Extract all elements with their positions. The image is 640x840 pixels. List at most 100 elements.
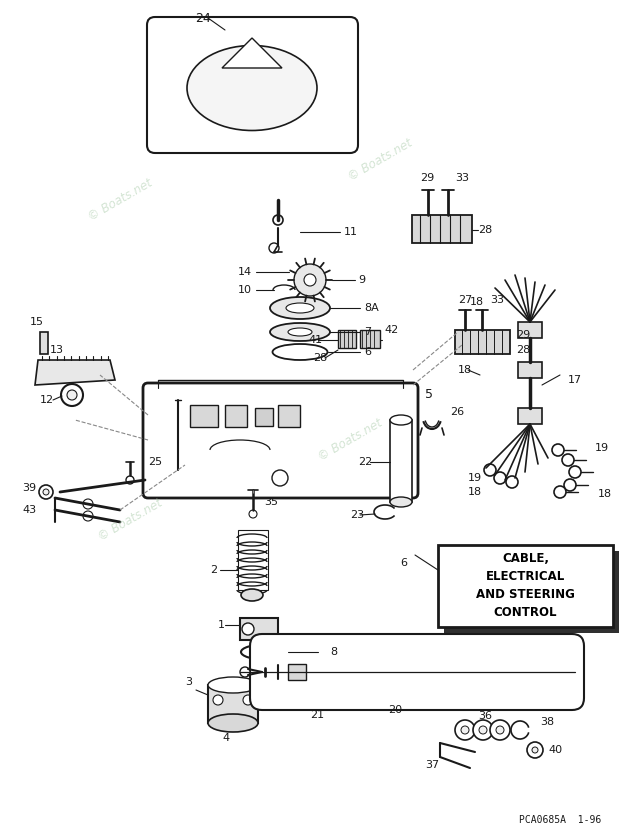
FancyBboxPatch shape [250,634,584,710]
Circle shape [527,742,543,758]
Circle shape [83,511,93,521]
Ellipse shape [208,677,258,693]
Text: 43: 43 [22,505,36,515]
Text: 3: 3 [185,677,192,687]
Circle shape [490,720,510,740]
Circle shape [455,720,475,740]
Text: 18: 18 [458,365,472,375]
Ellipse shape [270,297,330,319]
Ellipse shape [187,45,317,130]
Circle shape [67,390,77,400]
Text: 23: 23 [350,510,364,520]
Circle shape [273,215,283,225]
Circle shape [249,510,257,518]
Text: 28: 28 [516,345,531,355]
Text: 28: 28 [313,353,327,363]
Bar [338,330,356,348]
Text: 19: 19 [468,473,482,483]
Circle shape [242,623,254,635]
Bar [438,545,613,627]
Bar [444,551,619,633]
Text: 24: 24 [195,12,211,24]
Text: 27: 27 [458,295,472,305]
Circle shape [494,472,506,484]
Bar [208,685,258,723]
Bar [40,332,48,354]
FancyBboxPatch shape [143,383,418,498]
Text: © Boats.net: © Boats.net [346,136,414,184]
Circle shape [569,466,581,478]
Circle shape [496,726,504,734]
Ellipse shape [273,344,328,360]
Ellipse shape [208,714,258,732]
Text: 22: 22 [358,457,372,467]
Bar [288,664,306,680]
Text: 20: 20 [388,705,402,715]
Circle shape [532,747,538,753]
Text: © Boats.net: © Boats.net [86,176,154,223]
Text: 26: 26 [450,407,464,417]
Text: 37: 37 [425,760,439,770]
Text: 29: 29 [420,173,435,183]
Circle shape [461,726,469,734]
Text: CONTROL: CONTROL [493,606,557,620]
Text: 38: 38 [540,717,554,727]
Bar [255,408,273,426]
Text: © Boats.net: © Boats.net [95,496,164,543]
Circle shape [473,720,493,740]
Text: 14: 14 [238,267,252,277]
Bar [238,530,268,590]
Text: 5: 5 [425,388,433,402]
Circle shape [269,243,279,253]
Text: 10: 10 [238,285,252,295]
Text: © Boats.net: © Boats.net [316,417,385,464]
Text: 13: 13 [50,345,64,355]
Polygon shape [222,38,282,68]
Circle shape [126,476,134,484]
Text: 36: 36 [478,711,492,721]
Circle shape [506,476,518,488]
Text: 6: 6 [400,558,407,568]
Ellipse shape [241,644,289,659]
Circle shape [213,695,223,705]
Text: 29: 29 [516,330,531,340]
Polygon shape [35,360,115,385]
Circle shape [243,695,253,705]
Bar [240,618,278,640]
Bar [518,408,542,424]
Text: 18: 18 [598,489,612,499]
Circle shape [43,489,49,495]
Text: 8: 8 [330,647,337,657]
Circle shape [294,264,326,296]
Text: 1: 1 [218,620,225,630]
Text: 15: 15 [30,317,44,327]
Text: 7: 7 [364,327,371,337]
Text: 33: 33 [490,295,504,305]
Circle shape [484,464,496,476]
Text: 33: 33 [455,173,469,183]
Text: 25: 25 [148,457,162,467]
Bar [412,215,472,243]
Ellipse shape [270,323,330,341]
Text: 2: 2 [210,565,217,575]
Ellipse shape [241,589,263,601]
Circle shape [304,274,316,286]
Text: 6: 6 [364,347,371,357]
Text: 21: 21 [310,710,324,720]
Circle shape [552,444,564,456]
Ellipse shape [286,303,314,313]
Text: 18: 18 [468,487,482,497]
Text: 11: 11 [344,227,358,237]
Text: 9: 9 [358,275,365,285]
Text: 12: 12 [40,395,54,405]
Circle shape [272,470,288,486]
Text: PCA0685A  1-96: PCA0685A 1-96 [519,815,601,825]
Bar [518,362,542,378]
Ellipse shape [288,328,312,336]
Bar [518,322,542,338]
Ellipse shape [390,497,412,507]
Bar [455,330,510,354]
Text: ELECTRICAL: ELECTRICAL [486,570,565,584]
Circle shape [562,454,574,466]
Text: 17: 17 [568,375,582,385]
